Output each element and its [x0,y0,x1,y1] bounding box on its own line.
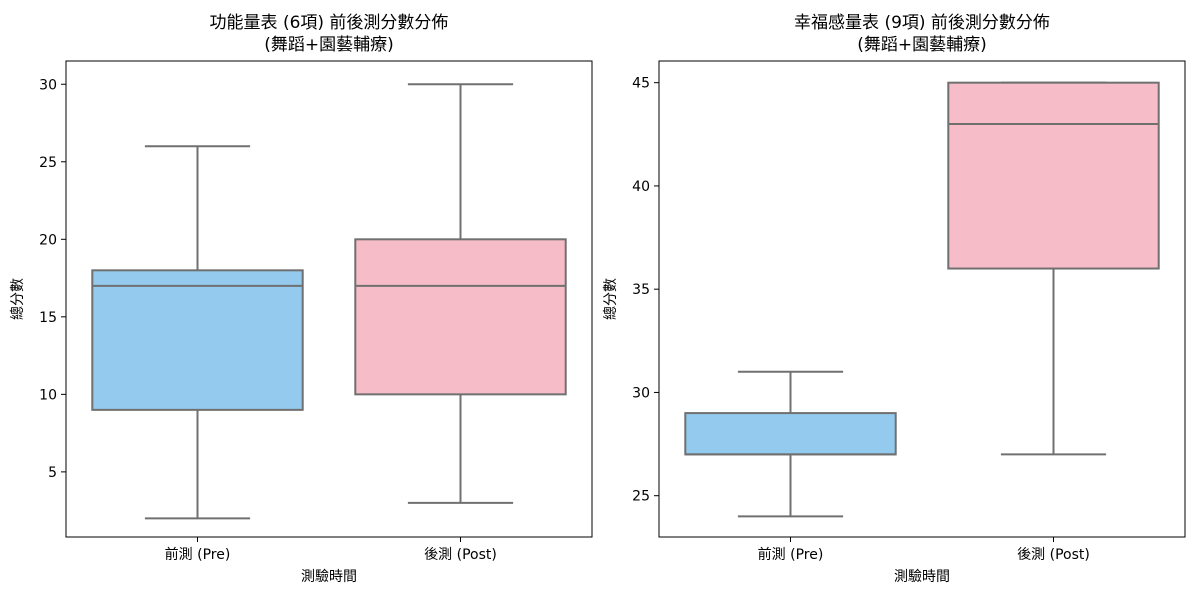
chart-title-line: (舞蹈+園藝輔療) [857,35,987,55]
box-pre [684,370,897,518]
x-tick-label: 後測 (Post) [1017,547,1090,563]
subplot-2: 幸福感量表 (9項) 前後測分數分佈(舞蹈+園藝輔療) 25 30 35 40 45 前測 … [602,13,1186,585]
y-tick-label: 35 [632,282,650,298]
y-tick-label: 30 [632,385,650,401]
x-axis-label: 測驗時間 [894,569,950,585]
y-axis-label: 總分數 [602,278,619,320]
box-post [947,81,1160,456]
plot-frame [658,60,1186,538]
chart-title-line: (舞蹈+園藝輔療) [264,35,394,55]
y-tick-label: 30 [39,77,57,93]
box-iqr [354,238,567,396]
x-tick-label: 後測 (Post) [424,547,497,563]
y-tick-label: 45 [632,76,650,92]
x-tick-label: 前測 (Pre) [758,546,824,563]
y-tick-label: 15 [39,310,57,326]
y-tick-label: 25 [632,489,650,505]
y-tick-label: 25 [39,155,57,171]
plot-frame [65,60,593,538]
chart-title-line: 幸福感量表 (9項) 前後測分數分佈 [794,13,1050,33]
box-iqr [684,412,897,456]
box-iqr [91,269,304,411]
y-tick-label: 10 [39,387,57,403]
box-post [354,83,567,504]
box-iqr [947,81,1160,270]
subplot-1: 功能量表 (6項) 前後測分數分佈(舞蹈+園藝輔療) 5 10 15 20 25 30 前測 … [9,13,593,585]
y-tick-label: 20 [39,232,57,248]
y-tick-label: 40 [632,179,650,195]
chart-title-line: 功能量表 (6項) 前後測分數分佈 [210,13,449,33]
y-axis-label: 總分數 [9,278,26,320]
box-pre [91,145,304,520]
x-axis-label: 測驗時間 [301,569,357,585]
x-tick-label: 前測 (Pre) [165,546,231,563]
y-tick-label: 5 [48,465,57,481]
